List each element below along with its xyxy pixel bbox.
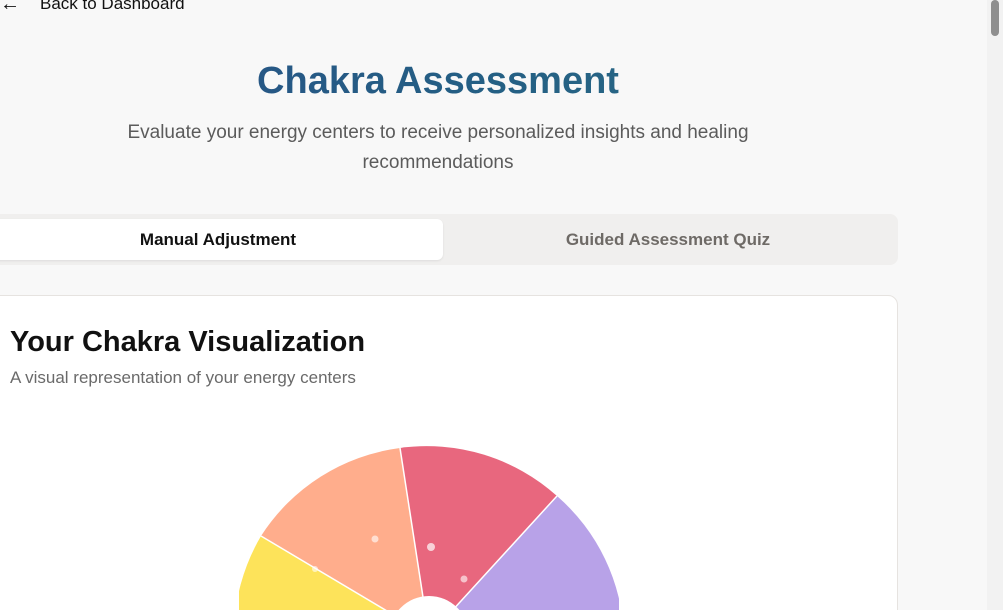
sparkle-dot bbox=[460, 575, 468, 583]
arrow-left-icon: ← bbox=[0, 0, 20, 15]
orange-segment bbox=[261, 448, 425, 610]
sparkle-dot bbox=[371, 535, 379, 543]
scrollbar[interactable] bbox=[987, 0, 1003, 610]
back-to-dashboard-link[interactable]: ← Back to Dashboard bbox=[0, 0, 185, 14]
sparkle-dot bbox=[427, 543, 435, 551]
red-segment bbox=[400, 446, 557, 610]
tab-guided-assessment-quiz[interactable]: Guided Assessment Quiz bbox=[565, 229, 771, 249]
yellow-segment bbox=[239, 536, 386, 610]
segment-divider bbox=[260, 535, 387, 610]
scrollbar-thumb[interactable] bbox=[991, 0, 999, 36]
sparkle-dot bbox=[312, 566, 318, 572]
segment-divider bbox=[451, 495, 558, 610]
page-title: Chakra Assessment bbox=[0, 60, 876, 103]
chakra-wheel bbox=[239, 446, 619, 610]
tab-manual-adjustment[interactable]: Manual Adjustment bbox=[0, 219, 443, 260]
back-link-label: Back to Dashboard bbox=[40, 0, 185, 13]
wheel-center bbox=[398, 596, 460, 610]
purple-segment bbox=[452, 496, 619, 610]
assessment-tabs: Manual Adjustment Guided Assessment Quiz bbox=[0, 214, 898, 265]
card-title: Your Chakra Visualization bbox=[10, 326, 366, 358]
chakra-visualization-card: Your Chakra Visualization A visual repre… bbox=[0, 295, 898, 610]
page-subtitle: Evaluate your energy centers to receive … bbox=[127, 122, 749, 173]
card-description: A visual representation of your energy c… bbox=[10, 368, 356, 387]
